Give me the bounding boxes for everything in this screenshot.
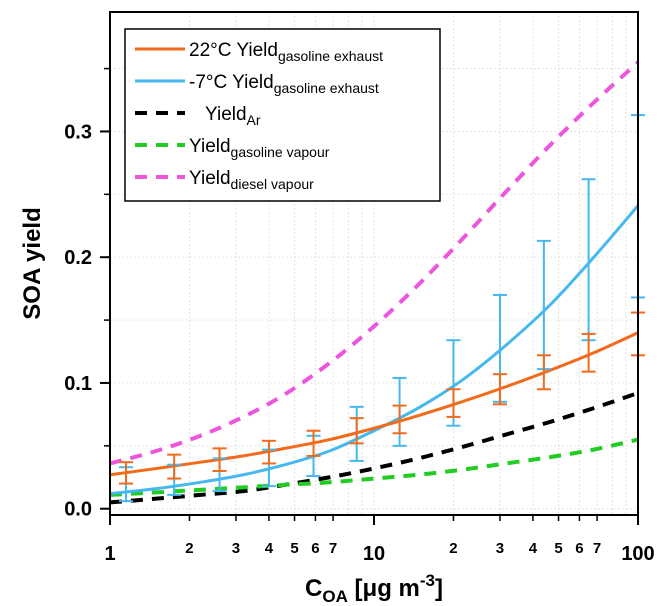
x-axis-label: COA [μg m-3] bbox=[305, 571, 443, 606]
x-tick-label: 100 bbox=[621, 543, 654, 565]
x-tick-label: 1 bbox=[104, 543, 115, 565]
series-line-dv bbox=[109, 60, 640, 466]
x-minor-tick-label: 4 bbox=[529, 540, 538, 557]
legend: 22°C Yieldgasoline exhaust -7°C Yieldgaso… bbox=[124, 28, 441, 202]
x-minor-tick-label: 5 bbox=[290, 540, 298, 557]
error-bars bbox=[119, 114, 645, 503]
y-tick-label: 0.3 bbox=[64, 121, 92, 143]
y-tick-label: 0.1 bbox=[64, 373, 92, 395]
legend-label-ar: YieldAr bbox=[205, 104, 261, 128]
series-line-ar bbox=[109, 391, 639, 505]
series-line-cold bbox=[109, 204, 640, 496]
y-axis-label: SOA yield bbox=[19, 207, 46, 319]
series-lines bbox=[109, 60, 640, 505]
legend-label-warm: 22°C Yieldgasoline exhaust bbox=[189, 40, 383, 64]
x-minor-tick-label: 2 bbox=[185, 540, 193, 557]
x-minor-tick-label: 5 bbox=[554, 540, 562, 557]
x-minor-tick-label: 7 bbox=[329, 540, 337, 557]
y-tick-label: 0.2 bbox=[64, 247, 92, 269]
x-minor-tick-label: 4 bbox=[265, 540, 274, 557]
series-line-gv bbox=[109, 437, 639, 497]
y-tick-label: 0.0 bbox=[64, 499, 92, 521]
x-minor-tick-label: 6 bbox=[575, 540, 583, 557]
x-minor-tick-label: 3 bbox=[496, 540, 504, 557]
legend-label-cold: -7°C Yieldgasoline exhaust bbox=[189, 72, 379, 96]
legend-label-dv: Yielddiesel vapour bbox=[189, 168, 314, 192]
x-minor-tick-label: 3 bbox=[232, 540, 240, 557]
x-tick-label: 10 bbox=[363, 543, 385, 565]
x-minor-tick-label: 7 bbox=[593, 540, 601, 557]
x-minor-tick-label: 2 bbox=[449, 540, 457, 557]
legend-label-gv: Yieldgasoline vapour bbox=[189, 136, 330, 160]
x-minor-tick-label: 6 bbox=[311, 540, 319, 557]
series-line-warm bbox=[109, 331, 639, 477]
